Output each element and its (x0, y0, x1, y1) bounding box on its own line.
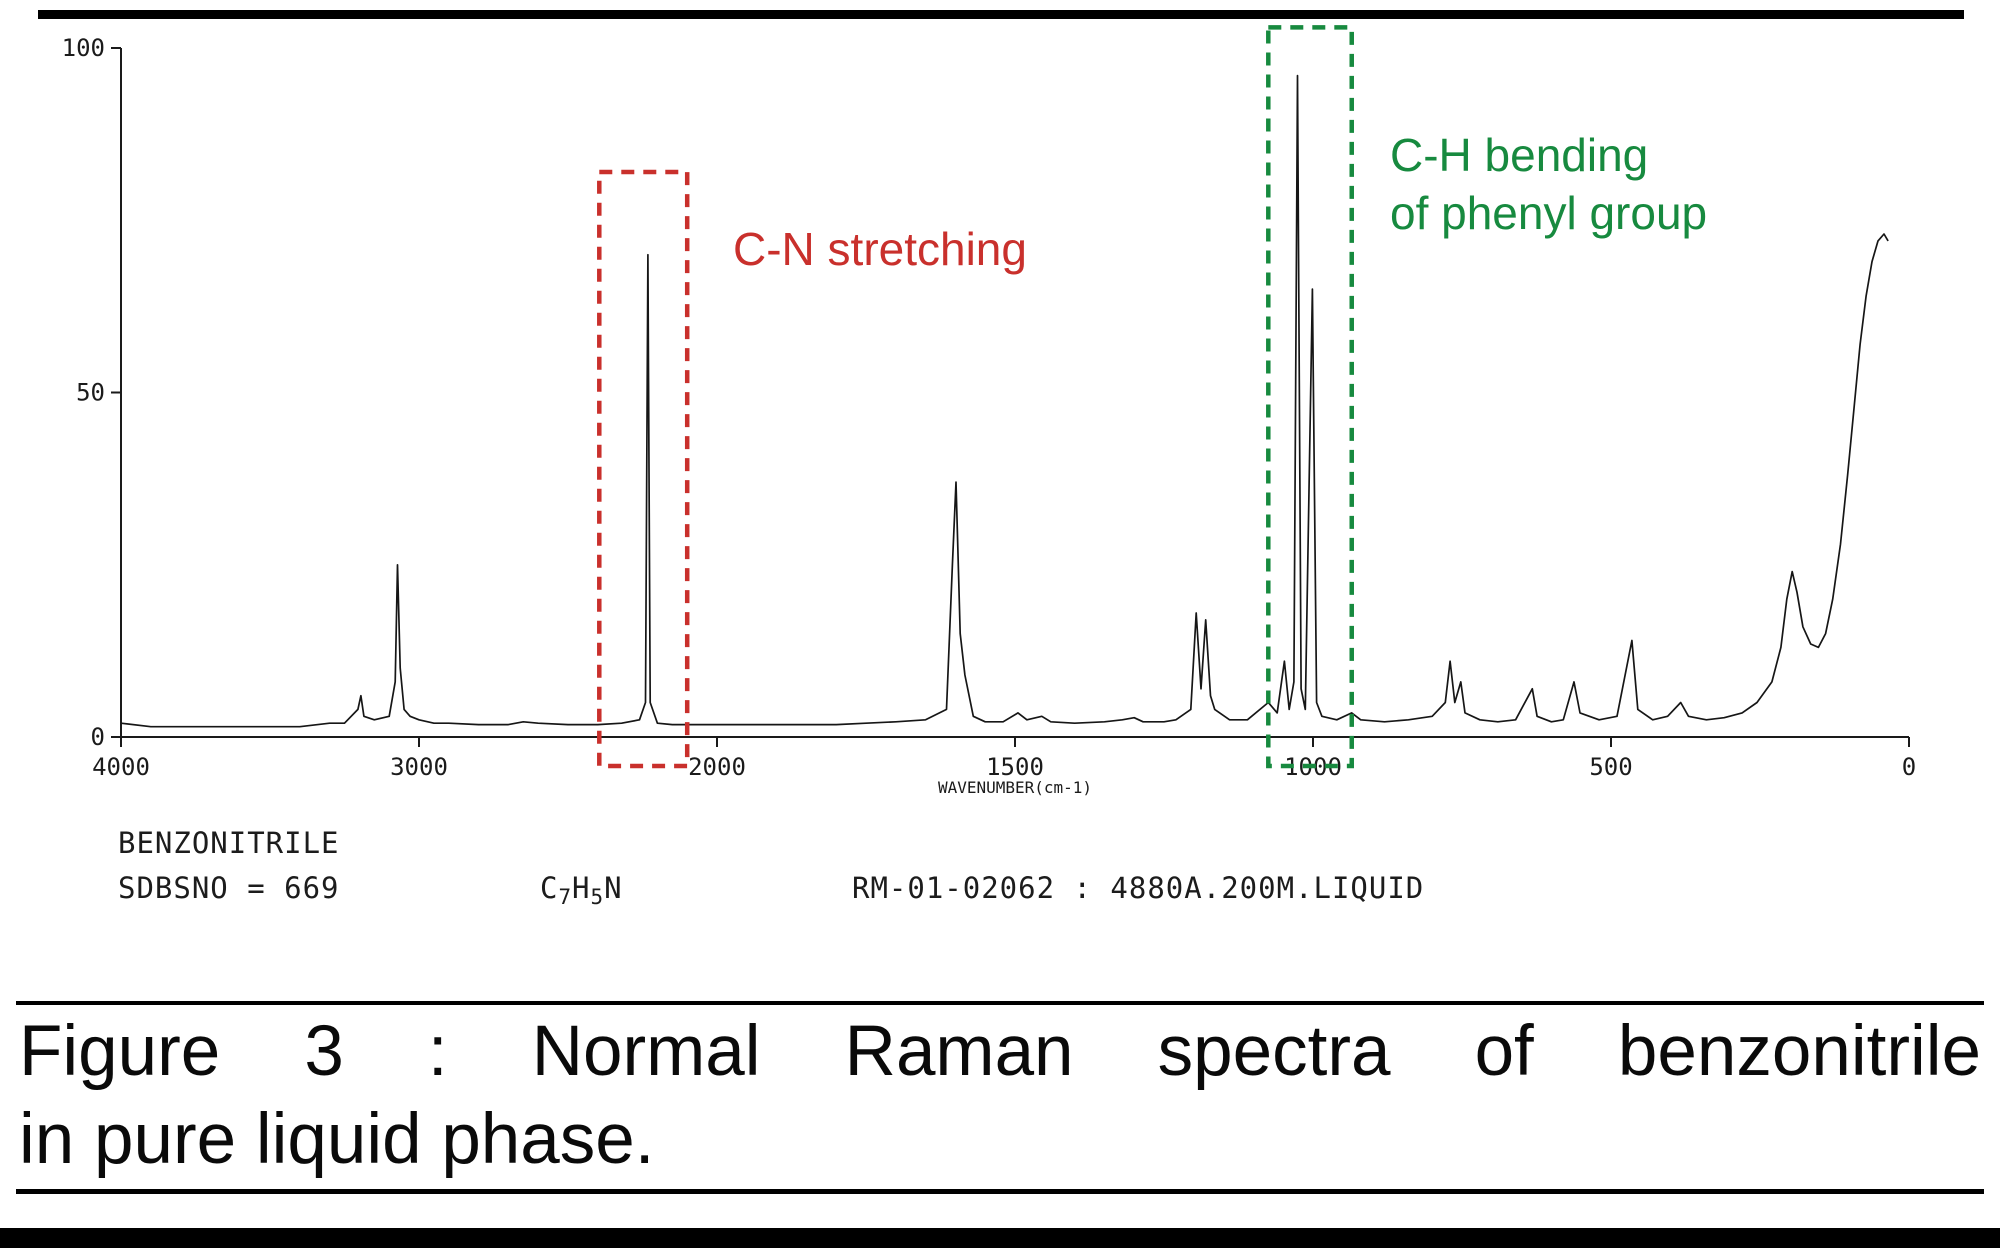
annotation-ch-bending-line1: C-H bending (1390, 129, 1649, 181)
caption-line-2: in pure liquid phase. (19, 1100, 655, 1179)
caption-line-1: Figure 3 : Normal Raman spectra of benzo… (19, 1012, 1981, 1091)
x-axis-tick-label: 4000 (92, 753, 150, 781)
formula-h: H (572, 871, 591, 905)
annotation-ch-bending-label: C-H bending of phenyl group (1390, 126, 1707, 242)
chemical-formula: C7H5N (540, 871, 623, 909)
formula-h-subscript: 5 (590, 884, 605, 909)
spectrum-trace (120, 74, 1889, 728)
annotation-box (597, 169, 690, 769)
x-axis-tick-label: 3000 (390, 753, 448, 781)
sdbs-number: SDBSNO = 669 (118, 871, 340, 905)
x-axis-tick-label: 0 (1902, 753, 1916, 781)
bottom-border-bar (0, 1228, 2000, 1248)
annotation-cn-stretching-label: C-N stretching (733, 223, 1027, 275)
figure-caption: Figure 3 : Normal Raman spectra of benzo… (19, 1008, 1981, 1184)
x-axis-tick-label: 2000 (688, 753, 746, 781)
x-axis-tick-label: 500 (1589, 753, 1632, 781)
formula-n: N (604, 871, 623, 905)
y-axis-tick-label: 50 (76, 379, 105, 407)
y-axis-tick-label: 100 (62, 34, 105, 62)
formula-c: C (540, 871, 559, 905)
x-axis-title: WAVENUMBER(cm-1) (938, 778, 1092, 797)
compound-name: BENZONITRILE (118, 826, 340, 860)
measurement-conditions: RM-01-02062 : 4880A.200M.LIQUID (852, 871, 1425, 905)
y-axis-tick-label: 0 (91, 723, 105, 751)
x-axis-tick-label: 1500 (986, 753, 1044, 781)
annotation-ch-bending-line2: of phenyl group (1390, 187, 1708, 239)
top-border-bar (38, 10, 1964, 19)
caption-divider-top (16, 1001, 1984, 1005)
annotation-box (1266, 25, 1354, 769)
formula-c-subscript: 7 (558, 884, 573, 909)
caption-divider-bottom (16, 1189, 1984, 1194)
